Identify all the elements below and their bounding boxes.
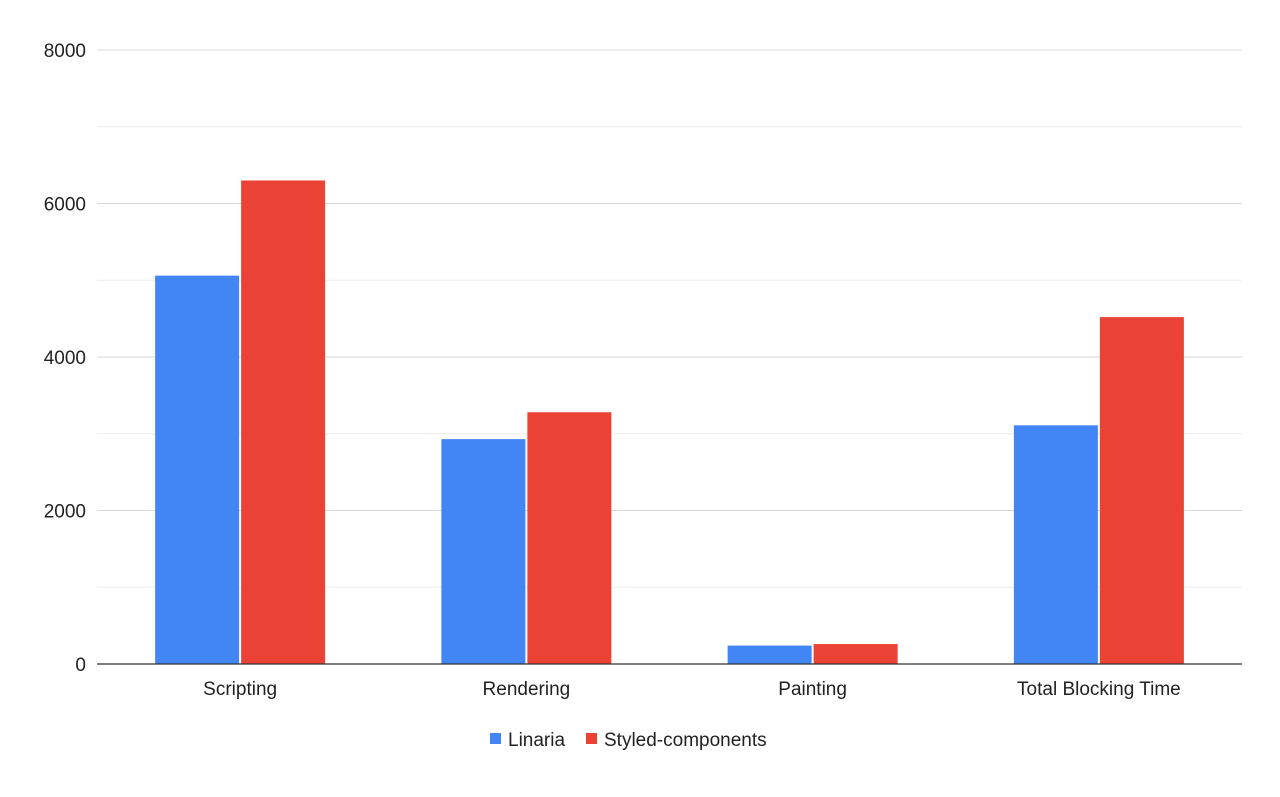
legend-swatch-styled-components <box>586 733 597 744</box>
legend-swatch-linaria <box>490 733 501 744</box>
bar-linaria <box>155 275 240 664</box>
x-tick-label: Rendering <box>483 679 571 700</box>
bar-styled-components <box>1099 317 1184 664</box>
bar-linaria <box>727 645 812 664</box>
x-axis-tick-labels: Scripting Rendering Painting Total Blocking… <box>203 679 1181 700</box>
bar-styled-components <box>527 412 612 664</box>
x-tick-label: Scripting <box>203 679 277 700</box>
y-tick-label: 4000 <box>44 348 86 369</box>
y-axis-tick-labels: 0 2000 4000 6000 8000 <box>44 41 86 676</box>
bar-styled-components <box>813 644 898 664</box>
y-tick-label: 2000 <box>44 502 86 523</box>
y-tick-label: 8000 <box>44 41 86 62</box>
y-tick-label: 0 <box>75 655 86 676</box>
legend-label-styled-components: Styled-components <box>604 730 767 751</box>
bar-linaria <box>441 439 526 664</box>
legend-label-linaria: Linaria <box>508 730 565 751</box>
legend: Linaria Styled-components <box>490 730 767 751</box>
bar-linaria <box>1013 425 1098 664</box>
x-tick-label: Total Blocking Time <box>1017 679 1181 700</box>
x-tick-label: Painting <box>778 679 847 700</box>
bars <box>155 180 1184 664</box>
bar-styled-components <box>241 180 326 664</box>
y-tick-label: 6000 <box>44 195 86 216</box>
